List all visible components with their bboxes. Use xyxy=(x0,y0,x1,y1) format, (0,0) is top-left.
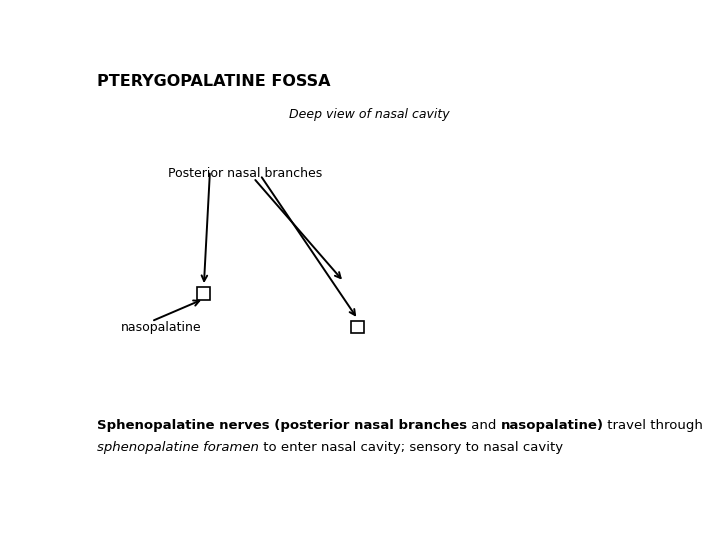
Text: and: and xyxy=(467,419,500,432)
Text: sphenopalatine foramen: sphenopalatine foramen xyxy=(96,441,258,454)
Text: PTERYGOPALATINE FOSSA: PTERYGOPALATINE FOSSA xyxy=(96,74,330,89)
Text: nasopalatine): nasopalatine) xyxy=(500,419,603,432)
Bar xyxy=(351,321,364,333)
Bar xyxy=(197,287,210,300)
Text: Posterior nasal branches: Posterior nasal branches xyxy=(168,167,323,180)
Text: nasopalatine: nasopalatine xyxy=(121,321,202,334)
Text: Deep view of nasal cavity: Deep view of nasal cavity xyxy=(289,109,449,122)
Text: Sphenopalatine nerves (posterior nasal branches: Sphenopalatine nerves (posterior nasal b… xyxy=(96,419,467,432)
Text: to enter nasal cavity; sensory to nasal cavity: to enter nasal cavity; sensory to nasal … xyxy=(258,441,563,454)
Text: travel through: travel through xyxy=(603,419,703,432)
